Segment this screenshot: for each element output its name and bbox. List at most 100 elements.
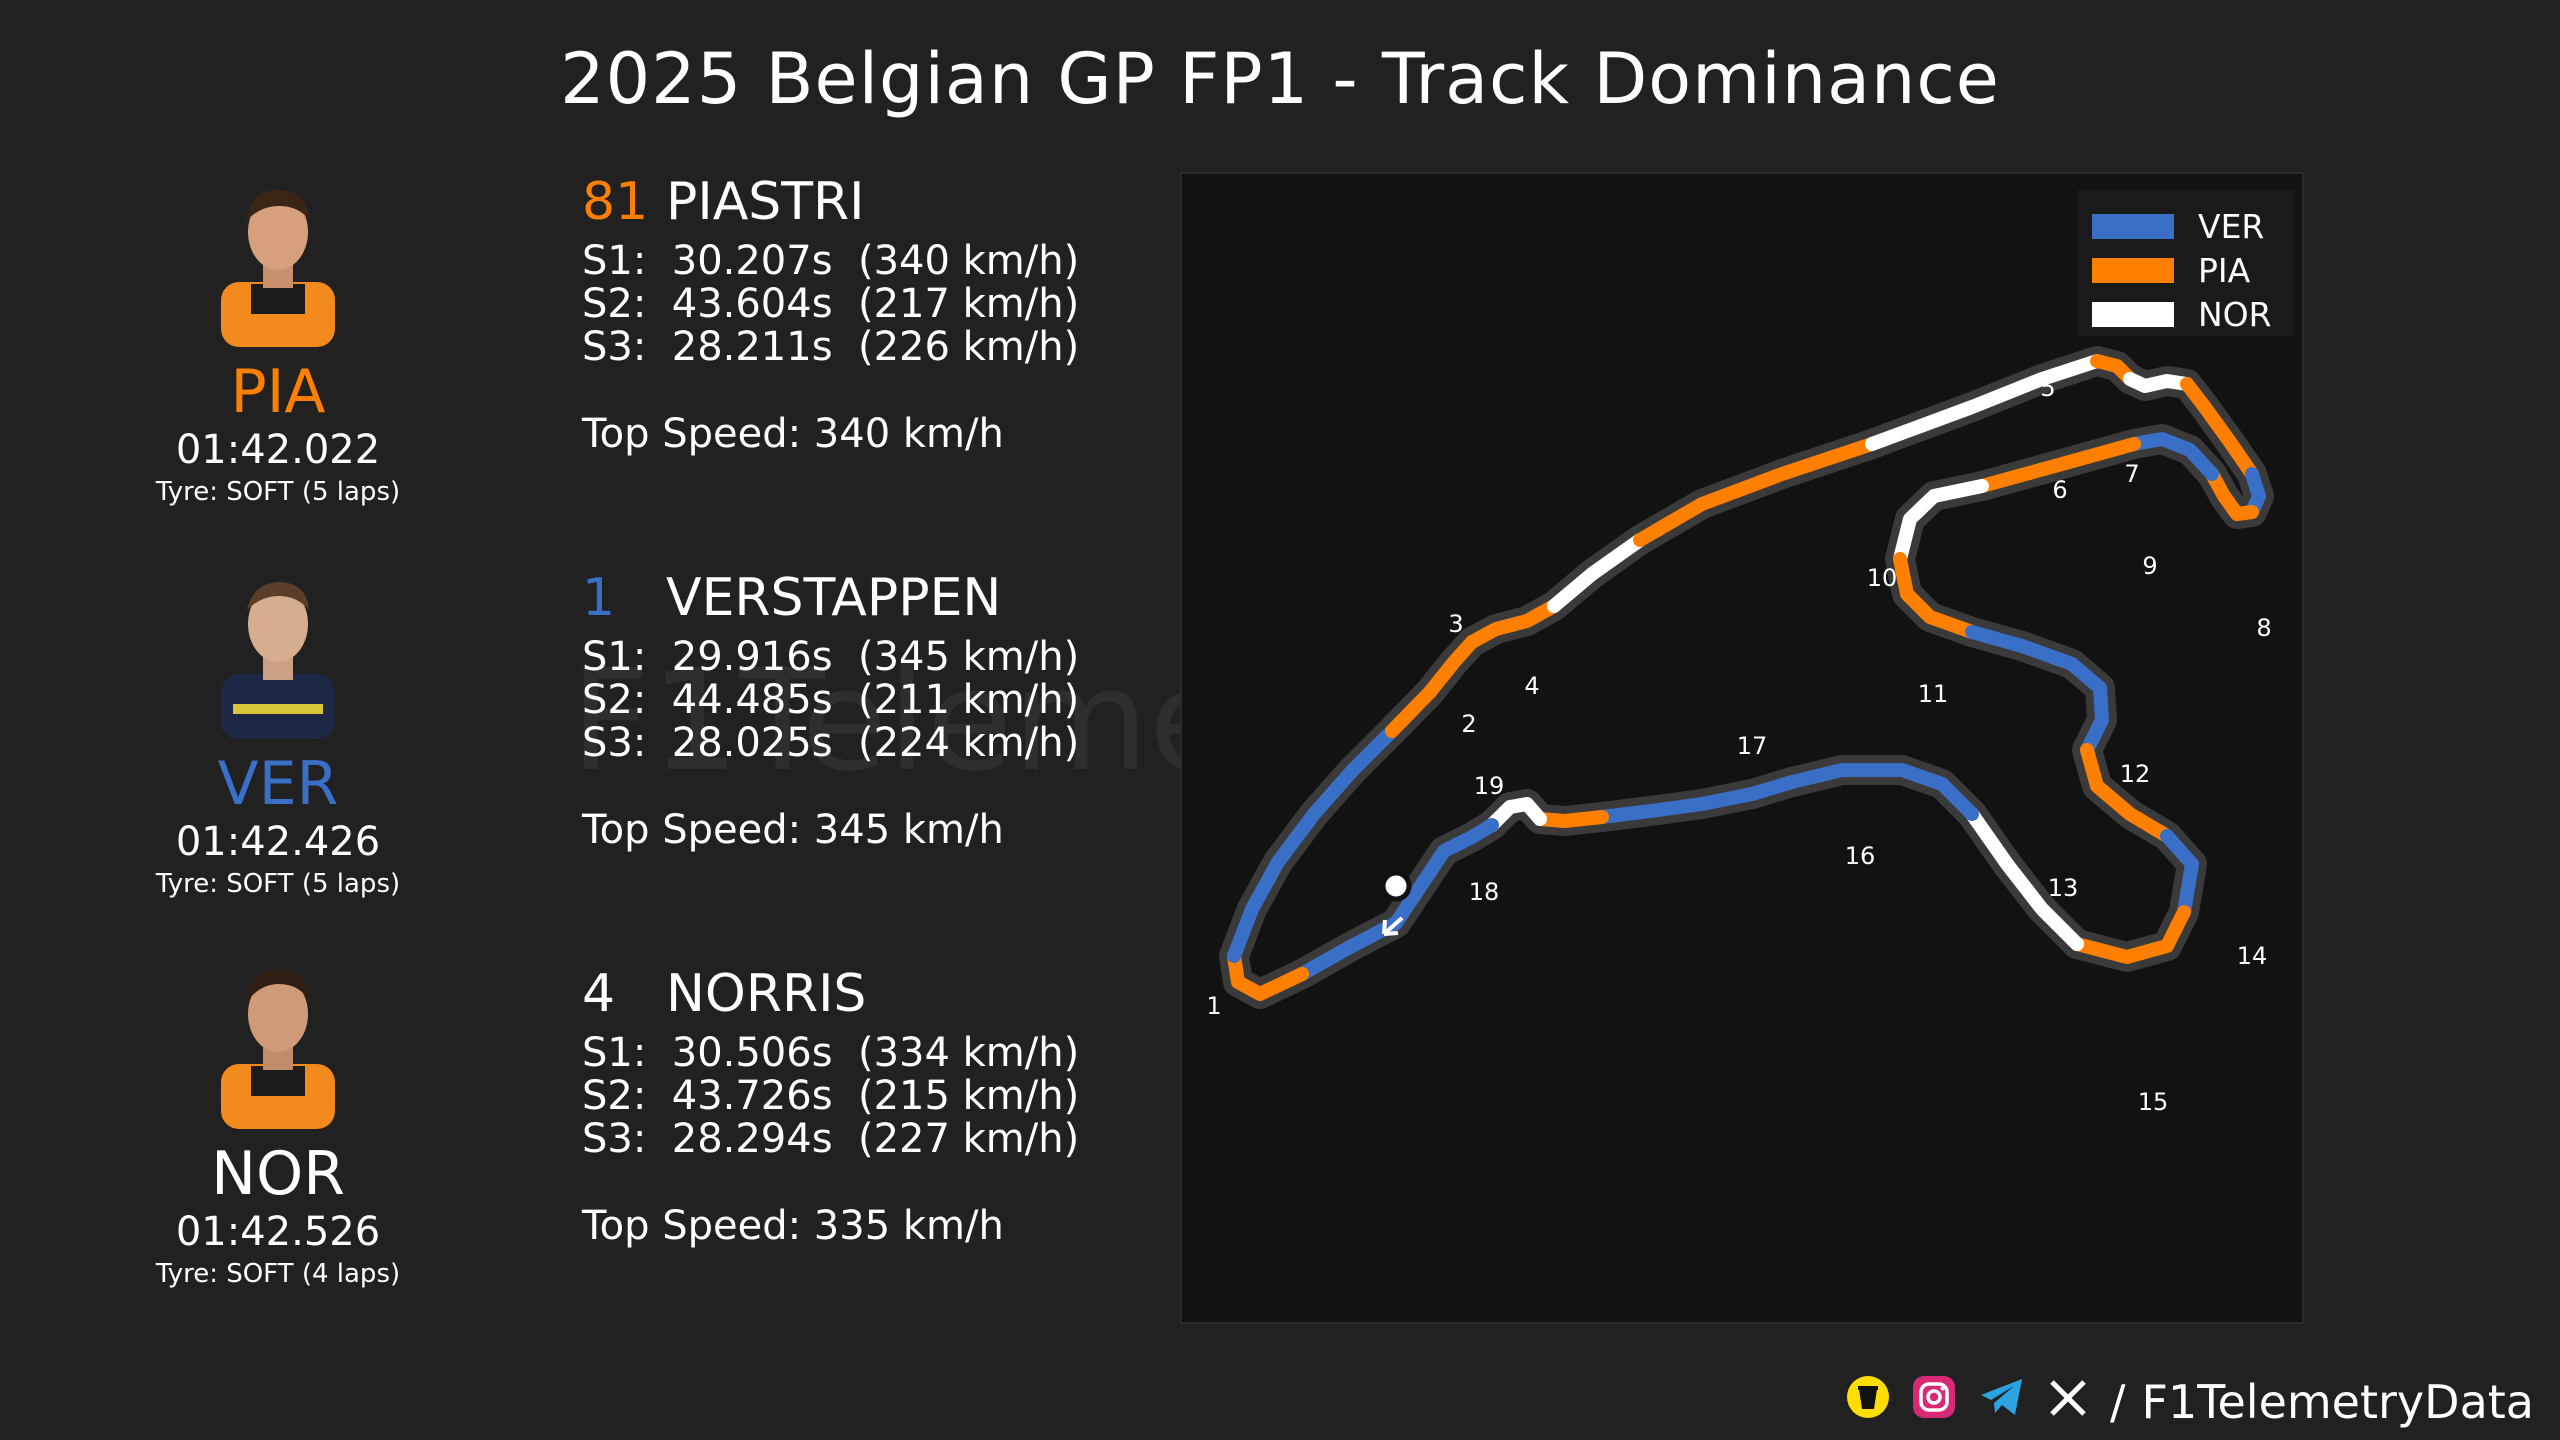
track-segment	[1895, 763, 1979, 821]
track-segment	[2123, 372, 2194, 393]
corner-label: 18	[1469, 878, 1500, 906]
corner-label: 15	[2138, 1088, 2169, 1116]
corner-label: 5	[2040, 374, 2055, 402]
tyre-info: Tyre: SOFT (5 laps)	[155, 869, 401, 899]
track-segment	[2070, 905, 2191, 964]
corner-label: 12	[2120, 760, 2151, 788]
track-segment	[1465, 599, 1561, 649]
instagram-icon[interactable]	[1912, 1375, 1956, 1430]
tyre-info: Tyre: SOFT (4 laps)	[155, 1259, 401, 1289]
x-icon[interactable]	[2048, 1375, 2088, 1429]
driver-portrait-nor	[221, 969, 335, 1129]
footer-handle[interactable]: F1TelemetryData	[2141, 1375, 2534, 1429]
corner-label: 1	[1206, 992, 1221, 1020]
corner-label: 17	[1737, 732, 1768, 760]
corner-label: 8	[2256, 614, 2271, 642]
corner-label: 6	[2052, 476, 2067, 504]
track-segment	[1975, 437, 2141, 493]
footer-separator: /	[2109, 1375, 2126, 1429]
track-segment	[2065, 657, 2109, 757]
track-segment	[1533, 810, 1609, 828]
driver-name: VERSTAPPEN	[666, 568, 1002, 628]
track-segment	[1547, 533, 1647, 613]
track-map: 1 2 3 4 5 6 7 8 9 10 11 12 13 14 15 16 17 18 19 VER PIA NO…	[1180, 172, 2304, 1324]
track-segment	[1865, 354, 2104, 451]
sector-1: S1: 29.916s (345 km/h)	[582, 634, 1080, 680]
sector-1: S1: 30.207s (340 km/h)	[582, 238, 1080, 284]
driver-portrait-ver	[221, 582, 335, 739]
legend-swatch	[2092, 301, 2174, 327]
track-segment	[1595, 787, 1759, 824]
corner-label: 19	[1474, 772, 1505, 800]
legend-item-nor: NOR	[2078, 292, 2294, 336]
track-segment	[2080, 743, 2174, 843]
sector-3: S3: 28.294s (227 km/h)	[582, 1116, 1080, 1162]
sector-3: S3: 28.025s (224 km/h)	[582, 720, 1080, 766]
sector-2: S2: 43.726s (215 km/h)	[582, 1073, 1080, 1119]
coffee-icon[interactable]	[1846, 1375, 1890, 1430]
top-speed: Top Speed: 340 km/h	[582, 411, 1004, 457]
driver-card-pia: PIA 01:42.022 Tyre: SOFT (5 laps)	[120, 172, 436, 507]
corner-label: 14	[2237, 942, 2268, 970]
track-segment	[1965, 625, 2079, 671]
sector-1: S1: 30.506s (334 km/h)	[582, 1030, 1080, 1076]
driver-name: PIASTRI	[666, 172, 865, 232]
start-marker	[1380, 870, 1412, 902]
corner-label: 11	[1918, 680, 1949, 708]
corner-label: 2	[1461, 710, 1476, 738]
driver-number: 4	[582, 964, 616, 1024]
track-segment	[1295, 916, 1403, 981]
sector-2: S2: 44.485s (211 km/h)	[582, 677, 1080, 723]
top-speed: Top Speed: 345 km/h	[582, 807, 1004, 853]
track-segment	[1227, 949, 1309, 1001]
legend: VER PIA NOR	[2078, 190, 2294, 336]
telegram-icon[interactable]	[1978, 1375, 2026, 1430]
track-segment	[1633, 437, 1879, 547]
driver-header: 81 PIASTRI	[582, 172, 1142, 240]
track-segment	[1745, 763, 1909, 801]
track-segment	[2180, 377, 2259, 481]
chart-title: 2025 Belgian GP FP1 - Track Dominance	[560, 38, 2000, 120]
lap-time: 01:42.022	[175, 427, 381, 473]
track-segment	[1893, 479, 1989, 566]
lap-time: 01:42.526	[175, 1209, 381, 1255]
sector-3: S3: 28.211s (226 km/h)	[582, 324, 1080, 370]
direction-arrow	[1382, 916, 1404, 936]
driver-stats-pia: 81 PIASTRI S1: 30.207s (340 km/h) S2: 43.…	[582, 172, 1142, 457]
track-segment	[2205, 467, 2259, 521]
driver-header: 1 VERSTAPPEN	[582, 568, 1142, 636]
tyre-info: Tyre: SOFT (5 laps)	[155, 477, 401, 507]
driver-stats-nor: 4 NORRIS S1: 30.506s (334 km/h) S2: 43.72…	[582, 964, 1142, 1249]
corner-label: 3	[1448, 610, 1463, 638]
driver-header: 4 NORRIS	[582, 964, 1142, 1032]
driver-code: PIA	[230, 357, 326, 427]
legend-item-pia: PIA	[2078, 248, 2294, 292]
driver-name: NORRIS	[666, 964, 867, 1024]
legend-swatch	[2092, 257, 2174, 283]
lap-time: 01:42.426	[175, 819, 381, 865]
track-segment	[1893, 552, 1979, 639]
track-segment	[1307, 724, 1399, 821]
sector-2: S2: 43.604s (217 km/h)	[582, 281, 1080, 327]
track-segment	[1389, 818, 1499, 930]
driver-card-nor: NOR 01:42.526 Tyre: SOFT (4 laps)	[120, 954, 436, 1289]
corner-label: 9	[2142, 552, 2157, 580]
corner-label: 13	[2048, 874, 2079, 902]
footer: / F1TelemetryData	[1846, 1370, 2534, 1434]
legend-label: VER	[2198, 206, 2265, 246]
top-speed: Top Speed: 335 km/h	[582, 1203, 1004, 1249]
track-segment	[1485, 797, 1547, 832]
driver-code: NOR	[211, 1139, 345, 1209]
driver-stats-ver: 1 VERSTAPPEN S1: 29.916s (345 km/h) S2: 4…	[582, 568, 1142, 853]
track-segment	[1385, 635, 1479, 738]
legend-swatch	[2092, 213, 2174, 239]
track-segment	[2127, 432, 2219, 481]
driver-code: VER	[217, 749, 339, 819]
legend-item-ver: VER	[2078, 204, 2294, 248]
driver-number: 81	[582, 172, 649, 232]
track-segment	[2160, 829, 2199, 919]
legend-label: NOR	[2198, 294, 2272, 334]
corner-label: 4	[1524, 672, 1539, 700]
driver-card-ver: VER 01:42.426 Tyre: SOFT (5 laps)	[120, 564, 436, 899]
